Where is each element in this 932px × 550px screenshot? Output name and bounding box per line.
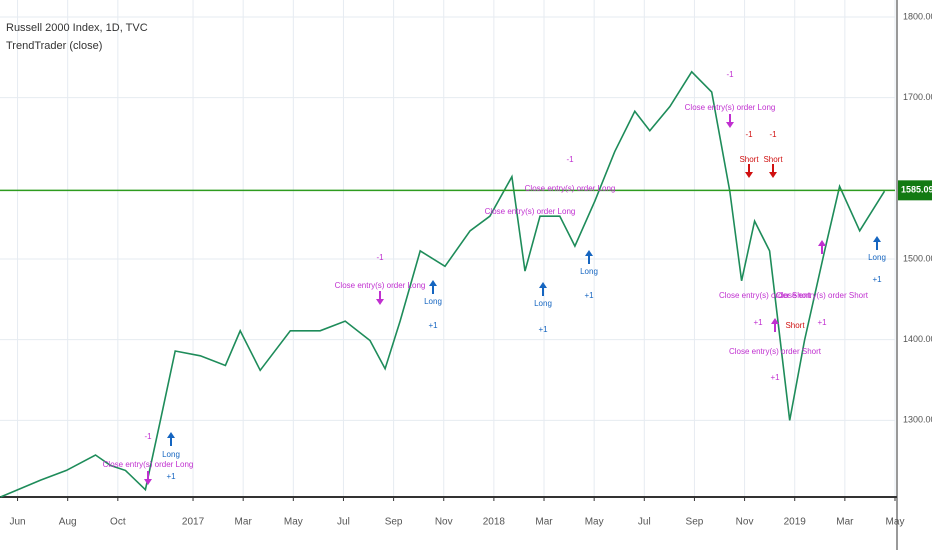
signal-label: Long <box>534 299 552 308</box>
x-tick-label: 2017 <box>182 517 205 528</box>
signal-label: Close entry(s) order Long <box>525 184 616 193</box>
signal-label: -1 <box>726 70 734 79</box>
signal-label: Close entry(s) order Long <box>685 103 776 112</box>
signal-label: Close entry(s) order Short <box>719 291 812 300</box>
signal-arrow <box>769 164 777 178</box>
price-line <box>0 70 886 498</box>
signal-label: +1 <box>872 275 882 284</box>
y-tick-label: 1500.000 <box>903 253 932 263</box>
signal-label: Close entry(s) order Short <box>729 347 822 356</box>
signal-arrow <box>818 240 826 254</box>
last-price-box <box>898 180 932 201</box>
x-tick-label: 2018 <box>483 517 506 528</box>
grid <box>0 0 896 497</box>
last-price-label: 1585.093 <box>901 185 932 195</box>
signal-arrow <box>873 236 881 250</box>
signal-arrow <box>167 432 175 446</box>
signal-arrow <box>726 114 734 128</box>
x-tick-label: May <box>585 517 604 528</box>
x-tick-label: Nov <box>435 517 453 528</box>
signal-label: Short <box>739 155 759 164</box>
signal-label: Long <box>424 297 442 306</box>
signal-label: -1 <box>566 155 574 164</box>
signal-label: +1 <box>166 472 176 481</box>
signal-label: +1 <box>753 318 763 327</box>
signal-arrow <box>585 250 593 264</box>
signal-label: +1 <box>817 318 827 327</box>
x-tick-label: Mar <box>535 517 553 528</box>
signal-label: Close entry(s) order Long <box>335 281 426 290</box>
y-tick-label: 1400.000 <box>903 334 932 344</box>
y-tick-label: 1700.000 <box>903 92 932 102</box>
signal-label: +1 <box>584 291 594 300</box>
signal-arrow <box>539 282 547 296</box>
signal-label: +1 <box>428 321 438 330</box>
signal-label: -1 <box>745 130 753 139</box>
signal-arrow <box>144 471 152 485</box>
signal-label: -1 <box>376 253 384 262</box>
x-tick-label: Sep <box>385 517 403 528</box>
x-tick-label: Jul <box>337 517 350 528</box>
signal-label: Short <box>785 321 805 330</box>
signal-arrow <box>771 318 779 332</box>
x-tick-label: Mar <box>235 517 253 528</box>
x-tick-label: Aug <box>59 517 77 528</box>
x-tick-label: Nov <box>736 517 754 528</box>
y-tick-label: 1800.000 <box>903 11 932 21</box>
indicator-label: TrendTrader (close) <box>6 40 102 52</box>
x-tick-label: Jul <box>638 517 651 528</box>
signal-label: -1 <box>769 130 777 139</box>
y-tick-label: 1300.000 <box>903 415 932 425</box>
signal-arrow <box>429 280 437 294</box>
x-tick-label: Sep <box>686 517 704 528</box>
signal-label: Close entry(s) order Long <box>103 460 194 469</box>
x-tick-label: Mar <box>836 517 854 528</box>
chart-title: Russell 2000 Index, 1D, TVC <box>6 22 148 34</box>
signal-label: Short <box>763 155 783 164</box>
x-tick-label: 2019 <box>784 517 807 528</box>
signal-arrow <box>745 164 753 178</box>
signal-label: Long <box>580 267 598 276</box>
signal-label: Long <box>162 450 180 459</box>
signal-label: +1 <box>770 373 780 382</box>
signal-label: Close entry(s) order Long <box>485 207 576 216</box>
signal-arrow <box>376 291 384 305</box>
x-tick-label: Oct <box>110 517 126 528</box>
signal-label: +1 <box>538 325 548 334</box>
x-tick-label: May <box>284 517 303 528</box>
signal-label: Close entry(s) order Short <box>776 291 869 300</box>
signal-label: -1 <box>144 432 152 441</box>
signal-label: Long <box>868 253 886 262</box>
x-tick-label: May <box>886 517 905 528</box>
x-tick-label: Jun <box>9 517 25 528</box>
